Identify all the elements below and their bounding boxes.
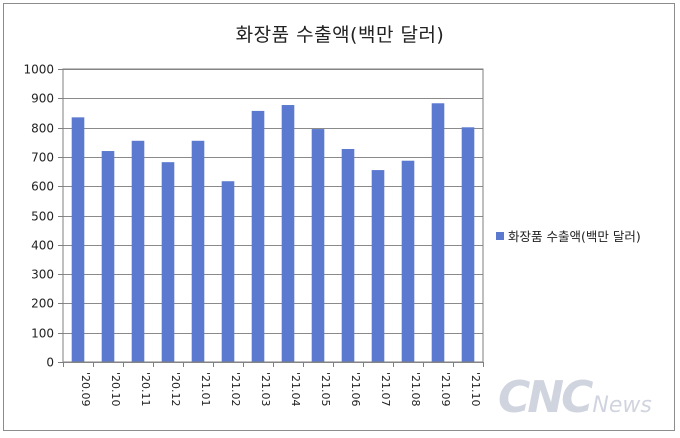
watermark-main: CNC [498,372,593,423]
gridlines [63,69,483,363]
x-tick-label: '20.10 [109,372,122,407]
y-tick-label: 700 [31,151,54,165]
x-tick-label: '20.09 [79,372,92,407]
x-tick-label: '21.06 [349,372,362,407]
x-tick-label: '21.01 [199,372,212,407]
bar [371,170,385,362]
axes [58,68,484,367]
y-tick-label: 300 [31,268,54,282]
chart-title: 화장품 수출액(백만 달러) [235,24,445,46]
x-tick-label: '21.08 [409,372,422,407]
x-tick-label: '21.02 [229,372,242,407]
x-tick-label: '21.04 [289,372,302,407]
y-tick-label: 200 [31,297,54,311]
x-tick-label: '21.10 [469,372,482,407]
bar [311,129,325,362]
bar [251,110,265,362]
bar [221,181,235,362]
bar [191,140,205,362]
y-tick-label: 0 [46,356,54,370]
bar [71,117,85,362]
x-tick-label: '21.07 [379,372,392,407]
bar [341,148,355,362]
y-tick-label: 100 [31,327,54,341]
x-tick-label: '20.12 [169,372,182,407]
y-tick-label: 400 [31,239,54,253]
bar [431,103,445,362]
x-tick-label: '20.11 [139,372,152,407]
watermark-logo: CNCNews [498,372,652,423]
bar [131,140,145,362]
bar [101,151,115,362]
y-tick-label: 1000 [23,63,54,77]
legend-label: 화장품 수출액(백만 달러) [508,229,641,244]
x-tick-label: '21.03 [259,372,272,407]
tick-labels: 0 100 200 300 400 500 600 700 800 900 1000 '20.09 '2… [23,63,482,407]
bar [401,160,415,362]
y-tick-label: 500 [31,210,54,224]
bar [461,127,475,362]
y-tick-label: 900 [31,92,54,106]
plot-area [62,68,484,363]
watermark-sub: News [592,393,652,418]
y-tick-label: 600 [31,180,54,194]
x-tick-label: '21.09 [439,372,452,407]
bars [71,103,475,362]
x-tick-label: '21.05 [319,372,332,407]
legend: 화장품 수출액(백만 달러) [496,226,641,245]
y-tick-label: 800 [31,122,54,136]
bar [281,105,295,362]
bar [161,162,175,362]
legend-swatch [496,231,504,240]
